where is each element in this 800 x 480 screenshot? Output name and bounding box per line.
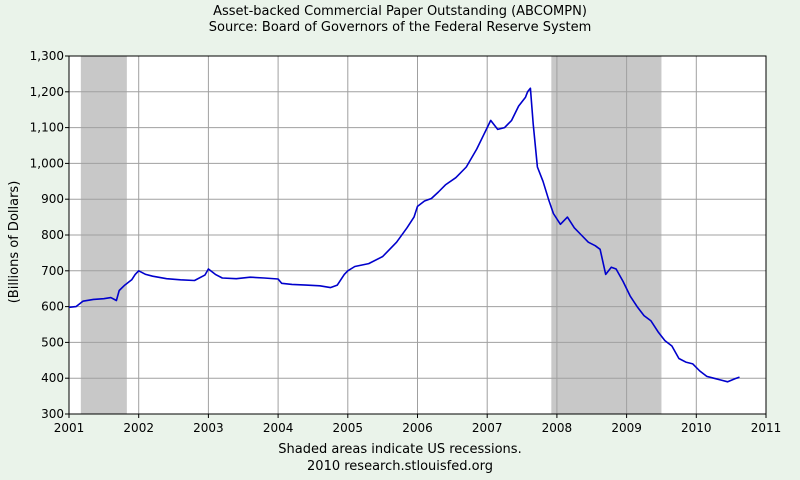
axis-ticks: 300 400 500 600 700 800 900 1,000 1,100 1,200 1,30… [30,49,782,435]
y-axis-label: (Billions of Dollars) [7,181,22,304]
x-tick-label: 2011 [751,421,782,435]
y-tick-label: 1,000 [30,156,64,170]
x-tick-label: 2002 [123,421,154,435]
source-credit: 2010 research.stlouisfed.org [307,459,493,474]
x-tick-label: 2001 [54,421,85,435]
x-tick-label: 2007 [472,421,503,435]
x-tick-label: 2003 [193,421,224,435]
x-tick-label: 2010 [681,421,712,435]
x-tick-label: 2004 [263,421,294,435]
x-tick-label: 2009 [611,421,642,435]
y-tick-label: 1,100 [30,121,64,135]
x-tick-label: 2008 [542,421,573,435]
x-tick-label: 2006 [402,421,433,435]
gridlines [69,56,766,414]
y-tick-label: 800 [41,228,64,242]
y-tick-label: 500 [41,335,64,349]
y-tick-label: 700 [41,264,64,278]
y-tick-label: 1,300 [30,49,64,63]
series-line-1 [68,87,740,383]
y-tick-label: 600 [41,300,64,314]
y-tick-label: 300 [41,407,64,421]
y-tick-label: 400 [41,371,64,385]
chart-title: Asset-backed Commercial Paper Outstandin… [213,4,587,19]
series-group [68,87,740,383]
recession-footnote: Shaded areas indicate US recessions. [278,442,521,457]
x-tick-label: 2005 [333,421,364,435]
y-tick-label: 900 [41,192,64,206]
chart-subtitle: Source: Board of Governors of the Federa… [209,20,592,35]
y-tick-label: 1,200 [30,85,64,99]
